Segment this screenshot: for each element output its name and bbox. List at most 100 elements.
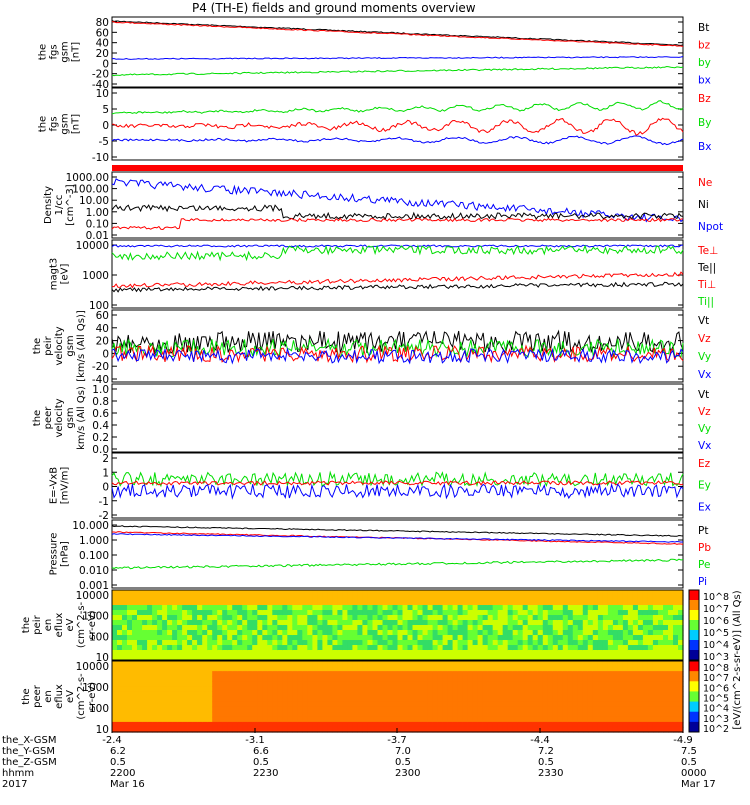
spectrogram-cell xyxy=(267,640,273,646)
spectrogram-cell xyxy=(437,625,444,631)
spectrogram-cell xyxy=(597,590,604,596)
spectrogram-cell xyxy=(252,671,258,677)
spectrogram-cell xyxy=(622,716,629,723)
spectrogram-cell xyxy=(157,726,163,733)
spectrogram-cell xyxy=(452,666,459,672)
spectrogram-cell xyxy=(122,630,128,636)
panel-frame xyxy=(111,589,684,661)
spectrogram-cell xyxy=(632,615,639,621)
spectrogram-cell xyxy=(192,595,198,601)
spectrogram-cell xyxy=(212,696,218,703)
spectrogram-cell xyxy=(172,701,178,708)
spectrogram-cell xyxy=(497,666,504,672)
spectrogram-cell xyxy=(437,711,444,718)
spectrogram-cell xyxy=(462,716,469,723)
spectrogram-cell xyxy=(622,701,629,708)
spectrogram-cell xyxy=(587,625,594,631)
spectrogram-cell xyxy=(277,691,283,698)
spectrogram-cell xyxy=(272,645,278,651)
spectrogram-cell xyxy=(247,645,253,651)
spectrogram-cell xyxy=(127,605,133,611)
spectrogram-cell xyxy=(517,691,524,698)
spectrogram-cell xyxy=(647,686,654,693)
spectrogram-cell xyxy=(637,595,644,601)
spectrogram-cell xyxy=(417,691,424,698)
spectrogram-cell xyxy=(172,686,178,693)
spectrogram-cell xyxy=(417,650,424,656)
spectrogram-cell xyxy=(642,706,649,713)
spectrogram-cell xyxy=(127,645,133,651)
spectrogram-cell xyxy=(292,610,298,616)
spectrogram-cell xyxy=(257,726,263,733)
spectrogram-cell xyxy=(422,701,429,708)
spectrogram-cell xyxy=(202,686,208,693)
spectrogram-cell xyxy=(147,681,153,687)
spectrogram-cell xyxy=(377,605,384,611)
spectrogram-cell xyxy=(127,661,133,667)
spectrogram-cell xyxy=(527,635,534,641)
spectrogram-cell xyxy=(172,640,178,646)
spectrogram-cell xyxy=(673,726,679,733)
spectrogram-cell xyxy=(327,630,333,636)
spectrogram-cell xyxy=(377,671,384,677)
spectrogram-cell xyxy=(322,610,328,616)
spectrogram-cell xyxy=(567,610,574,616)
spectrogram-cell xyxy=(157,625,163,631)
spectrogram-cell xyxy=(197,590,203,596)
spectrogram-cell xyxy=(627,691,634,698)
spectrogram-cell xyxy=(217,686,223,693)
spectrogram-cell xyxy=(437,701,444,708)
colorbar-tick-label: 10^4 xyxy=(703,704,729,715)
time-axis-value: 6.2 xyxy=(110,746,126,757)
spectrogram-cell xyxy=(157,701,163,708)
spectrogram-cell xyxy=(277,595,283,601)
spectrogram-cell xyxy=(357,635,363,641)
spectrogram-cell xyxy=(457,706,464,713)
spectrogram-cell xyxy=(637,721,644,728)
spectrogram-cell xyxy=(157,620,163,626)
spectrogram-cell xyxy=(292,666,298,672)
spectrogram-cell xyxy=(337,681,343,687)
spectrogram-cell xyxy=(507,696,514,703)
y-axis-label: en xyxy=(43,619,54,632)
spectrogram-cell xyxy=(412,620,419,626)
spectrogram-cell xyxy=(668,716,674,723)
spectrogram-cell xyxy=(472,671,479,677)
spectrogram-cell xyxy=(422,635,429,641)
spectrogram-cell xyxy=(532,691,539,698)
spectrogram-cell xyxy=(222,625,228,631)
spectrogram-cell xyxy=(232,645,238,651)
series-Ti-par xyxy=(111,244,684,262)
legend-entry: Vz xyxy=(698,333,711,345)
spectrogram-cell xyxy=(602,600,609,606)
spectrogram-cell xyxy=(222,726,228,733)
spectrogram-cell xyxy=(487,620,494,626)
y-tick-label: 10 xyxy=(96,724,109,736)
spectrogram-cell xyxy=(132,716,138,723)
spectrogram-cell xyxy=(202,635,208,641)
y-axis-label: the xyxy=(32,338,43,354)
spectrogram-cell xyxy=(402,721,409,728)
spectrogram-cell xyxy=(377,590,384,596)
spectrogram-cell xyxy=(497,711,504,718)
spectrogram-cell xyxy=(587,716,594,723)
y-tick-label: 0.2 xyxy=(92,432,109,444)
spectrogram-cell xyxy=(432,620,439,626)
spectrogram-cell xyxy=(342,661,348,667)
spectrogram-cell xyxy=(587,650,594,656)
spectrogram-cell xyxy=(492,595,499,601)
spectrogram-cell xyxy=(252,706,258,713)
spectrogram-cell xyxy=(177,640,183,646)
spectrogram-cell xyxy=(532,650,539,656)
spectrogram-cell xyxy=(437,721,444,728)
series-Pt xyxy=(111,525,684,537)
spectrogram-cell xyxy=(207,620,213,626)
spectrogram-cell xyxy=(517,630,524,636)
spectrogram-cell xyxy=(192,645,198,651)
spectrogram-cell xyxy=(237,590,243,596)
spectrogram-cell xyxy=(212,590,218,596)
spectrogram-cell xyxy=(357,590,363,596)
spectrogram-cell xyxy=(442,600,449,606)
spectrogram-cell xyxy=(212,711,218,718)
legend-entry: Vy xyxy=(698,423,711,435)
